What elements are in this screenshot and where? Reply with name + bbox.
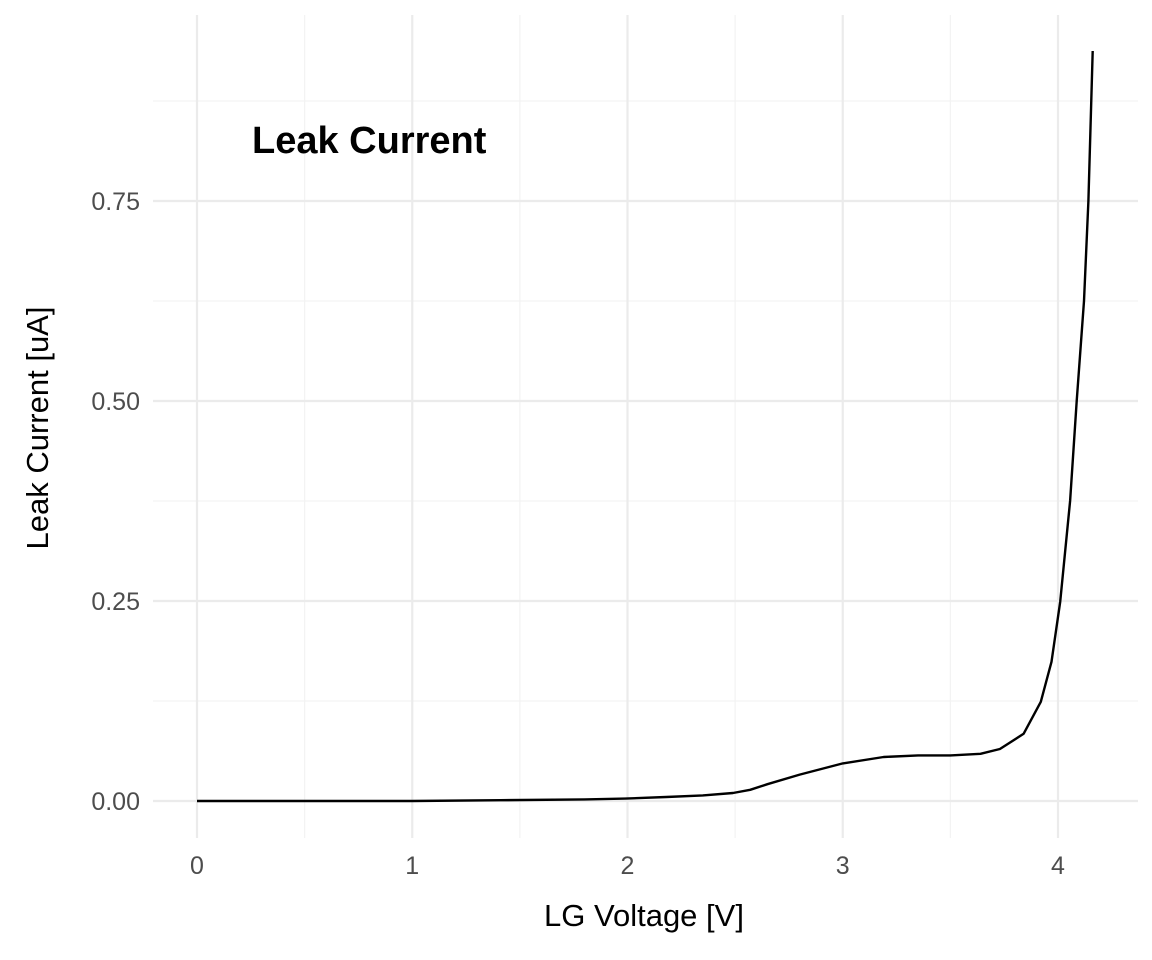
tick-labels: 0 1 2 3 4 0.00 0.25 0.50 0.75 [91, 188, 1065, 880]
y-tick-label: 0.75 [91, 188, 140, 216]
x-tick-label: 3 [836, 852, 850, 880]
y-axis-title: Leak Current [uA] [20, 307, 55, 550]
series-layer [197, 50, 1094, 803]
y-tick-label: 0.00 [91, 788, 140, 816]
chart-annotation: Leak Current [252, 120, 487, 162]
y-tick-label: 0.50 [91, 388, 140, 416]
y-tick-label: 0.25 [91, 588, 140, 616]
x-tick-label: 4 [1051, 852, 1065, 880]
leak-current-line [197, 50, 1094, 803]
x-tick-label: 2 [621, 852, 635, 880]
x-axis-title: LG Voltage [V] [544, 898, 744, 933]
grid [153, 15, 1138, 838]
x-tick-label: 1 [405, 852, 419, 880]
x-tick-label: 0 [190, 852, 204, 880]
